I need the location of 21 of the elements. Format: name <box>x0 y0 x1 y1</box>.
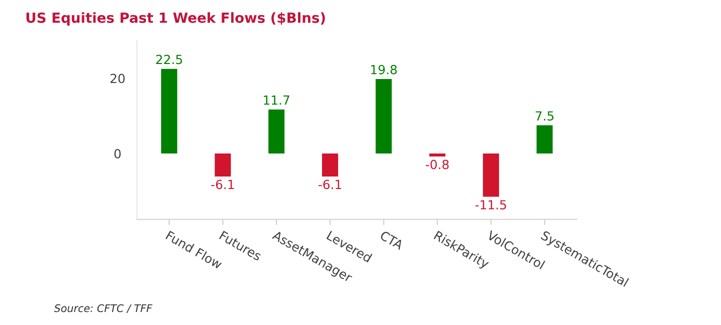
data-label: 7.5 <box>536 111 554 121</box>
bar <box>536 125 553 154</box>
bar <box>376 79 392 154</box>
bar <box>322 154 338 176</box>
data-label: 19.8 <box>371 64 397 74</box>
bar <box>268 109 284 154</box>
bar <box>429 154 446 157</box>
data-label: -11.5 <box>475 200 506 210</box>
source-note: Source: CFTC / TFF <box>54 304 152 313</box>
chart-title: US Equities Past 1 Week Flows ($Blns) <box>26 12 325 26</box>
x-tick-label: CTA <box>379 230 404 250</box>
data-label: 11.7 <box>264 96 290 105</box>
bar <box>214 154 231 176</box>
bar <box>161 68 178 154</box>
data-label: -6.1 <box>211 180 234 190</box>
data-label: 22.5 <box>156 54 182 64</box>
y-tick-label: 0 <box>114 148 121 158</box>
y-tick-label: 20 <box>110 74 125 84</box>
data-label: -6.1 <box>318 180 342 190</box>
data-label: -0.8 <box>426 160 449 170</box>
bar <box>482 154 500 197</box>
